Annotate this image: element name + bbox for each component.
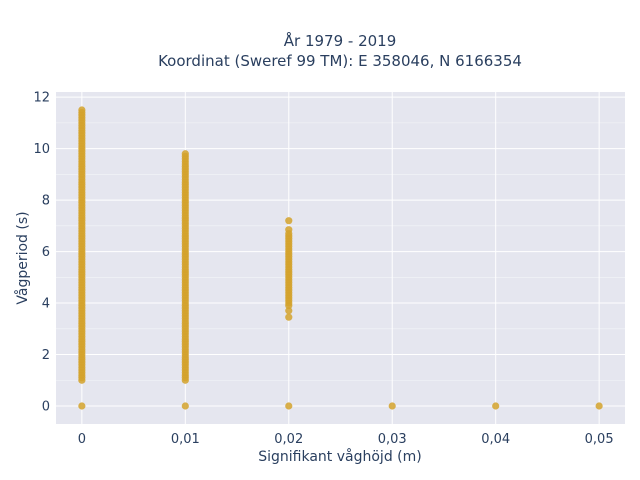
- y-tick-labels: 0 2 4 6 8 10 12: [33, 91, 50, 415]
- data-point: [78, 106, 86, 114]
- data-point: [285, 226, 293, 234]
- x-tick-label: 0,01: [171, 432, 200, 447]
- x-tick-labels: 0 0,01 0,02 0,03 0,04 0,05: [78, 432, 614, 447]
- y-axis-title: Vågperiod (s): [14, 211, 31, 304]
- y-tick-label: 2: [42, 348, 50, 363]
- y-tick-label: 8: [42, 194, 50, 209]
- x-tick-label: 0,03: [378, 432, 407, 447]
- y-tick-label: 10: [33, 142, 50, 157]
- data-point: [181, 402, 189, 410]
- data-point: [492, 402, 500, 410]
- data-point: [78, 402, 86, 410]
- x-tick-label: 0,02: [274, 432, 303, 447]
- x-tick-label: 0: [78, 432, 86, 447]
- data-point: [595, 402, 603, 410]
- data-point: [285, 313, 293, 321]
- x-tick-label: 0,04: [481, 432, 510, 447]
- data-point: [285, 402, 293, 410]
- x-axis-title: Signifikant våghöjd (m): [258, 448, 421, 465]
- chart-title-line-2: Koordinat (Sweref 99 TM): E 358046, N 61…: [158, 52, 522, 70]
- plot-area: [56, 92, 625, 424]
- data-point: [181, 150, 189, 158]
- y-tick-label: 0: [42, 399, 50, 414]
- data-points: [78, 106, 603, 410]
- y-tick-label: 6: [42, 245, 50, 260]
- data-point: [285, 307, 293, 315]
- data-point: [388, 402, 396, 410]
- x-tick-label: 0,05: [585, 432, 614, 447]
- y-tick-label: 4: [42, 297, 50, 312]
- chart-title-line-1: År 1979 - 2019: [284, 31, 397, 50]
- data-point: [285, 217, 293, 225]
- y-tick-label: 12: [33, 91, 50, 106]
